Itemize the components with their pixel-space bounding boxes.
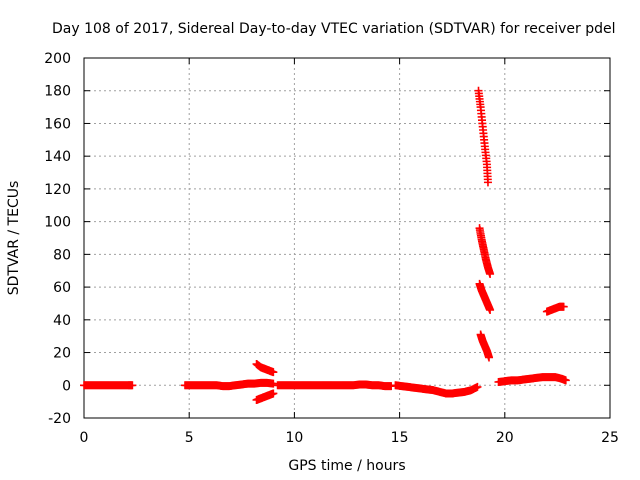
data-point bbox=[269, 379, 278, 388]
data-point bbox=[269, 389, 278, 398]
x-axis-label: GPS time / hours bbox=[288, 458, 405, 474]
y-axis-label: SDTVAR / TECUs bbox=[6, 181, 22, 296]
series-seg9 bbox=[475, 279, 495, 314]
x-tick-label: 5 bbox=[185, 430, 194, 446]
y-tick-label: 140 bbox=[44, 149, 71, 165]
series-seg2 bbox=[180, 378, 278, 391]
data-point bbox=[559, 302, 568, 311]
y-tick-label: 200 bbox=[44, 51, 71, 67]
y-tick-label: 120 bbox=[44, 182, 71, 198]
x-tick-label: 0 bbox=[80, 430, 89, 446]
x-tick-label: 15 bbox=[391, 430, 409, 446]
data-point bbox=[561, 376, 570, 385]
y-tick-label: 180 bbox=[44, 84, 71, 100]
x-tick-label: 25 bbox=[601, 430, 619, 446]
series-seg5 bbox=[273, 380, 396, 391]
axis-ticks: 0 5 10 15 20 25 -20 0 20 40 60 80 100 120 140 160 180 200 bbox=[44, 51, 619, 446]
y-tick-label: 160 bbox=[44, 116, 71, 132]
y-tick-label: 40 bbox=[53, 313, 71, 329]
y-tick-label: 80 bbox=[53, 247, 71, 263]
y-tick-label: -20 bbox=[48, 411, 71, 427]
data-point bbox=[486, 306, 495, 314]
data-point bbox=[128, 381, 137, 390]
data-point bbox=[486, 270, 495, 278]
y-tick-label: 0 bbox=[62, 378, 71, 394]
series-seg1 bbox=[80, 381, 137, 390]
x-tick-label: 20 bbox=[496, 430, 514, 446]
y-tick-label: 20 bbox=[53, 346, 71, 362]
x-tick-label: 10 bbox=[285, 430, 303, 446]
series-seg8 bbox=[475, 224, 495, 278]
series-seg12 bbox=[542, 302, 568, 316]
data-points bbox=[80, 86, 570, 404]
series-seg11 bbox=[494, 373, 570, 386]
series-seg4 bbox=[252, 389, 278, 404]
data-point bbox=[483, 178, 492, 187]
chart-title: Day 108 of 2017, Sidereal Day-to-day VTE… bbox=[52, 21, 616, 37]
data-point bbox=[485, 353, 494, 362]
y-tick-label: 60 bbox=[53, 280, 71, 296]
y-tick-label: 100 bbox=[44, 215, 71, 231]
series-seg6 bbox=[391, 381, 482, 398]
series-seg7 bbox=[474, 86, 492, 187]
data-point bbox=[473, 382, 482, 391]
series-seg3 bbox=[252, 360, 278, 377]
series-seg10 bbox=[476, 330, 494, 362]
data-point bbox=[269, 368, 278, 377]
grid-lines bbox=[84, 58, 610, 418]
plot-frame bbox=[83, 57, 611, 419]
